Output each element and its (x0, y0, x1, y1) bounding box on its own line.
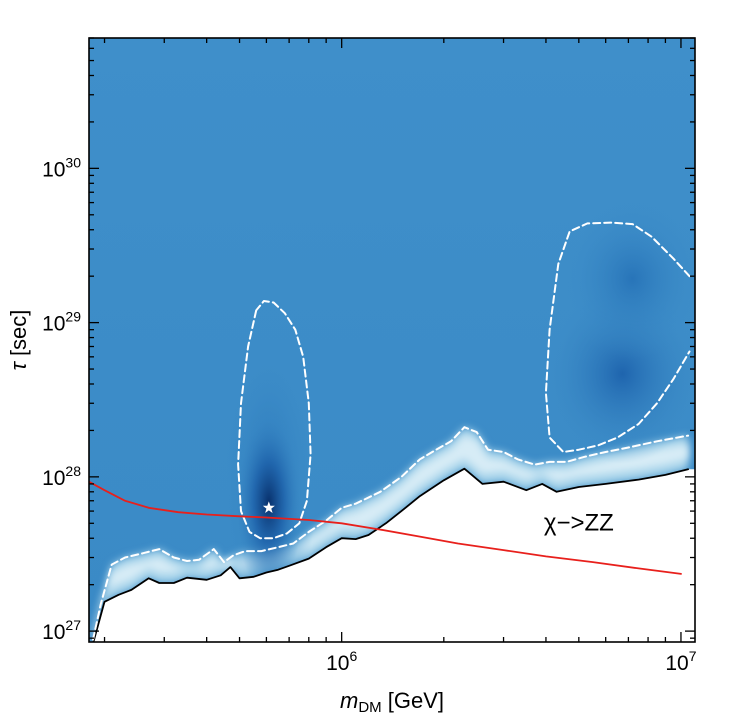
y-tick-label: 1029 (42, 309, 81, 336)
y-tick-label: 1028 (42, 463, 81, 490)
x-axis-label: mDM [GeV] (340, 688, 444, 715)
plot-area (89, 38, 695, 642)
channel-annotation: χ−>ZZ (544, 509, 614, 536)
y-axis-label: τ [sec] (6, 310, 31, 371)
label-layer: 106 107 1027 1028 1029 1030 (42, 154, 697, 675)
y-tick-label: 1027 (42, 617, 81, 644)
plot-frame (88, 37, 696, 643)
heatmap-transition-band (93, 427, 689, 642)
series-line-exclusion-limit (92, 467, 689, 642)
series-line-lower-dashed-contour (92, 426, 690, 641)
series-line-contour-at-high-mass (544, 221, 691, 453)
series-line--zz (89, 480, 682, 575)
excluded-region-fill (95, 474, 695, 642)
series-line-contour-around-best-fit (237, 300, 312, 540)
x-tick-label: 106 (326, 648, 357, 675)
x-tick-label: 107 (665, 648, 696, 675)
best-fit-star (262, 501, 275, 513)
y-tick-label: 1030 (42, 154, 81, 181)
tick-layer (89, 37, 695, 642)
heatmap-layers (93, 198, 695, 642)
heatmap-core-high-mass-upper (562, 198, 695, 359)
series-layer (89, 221, 691, 642)
